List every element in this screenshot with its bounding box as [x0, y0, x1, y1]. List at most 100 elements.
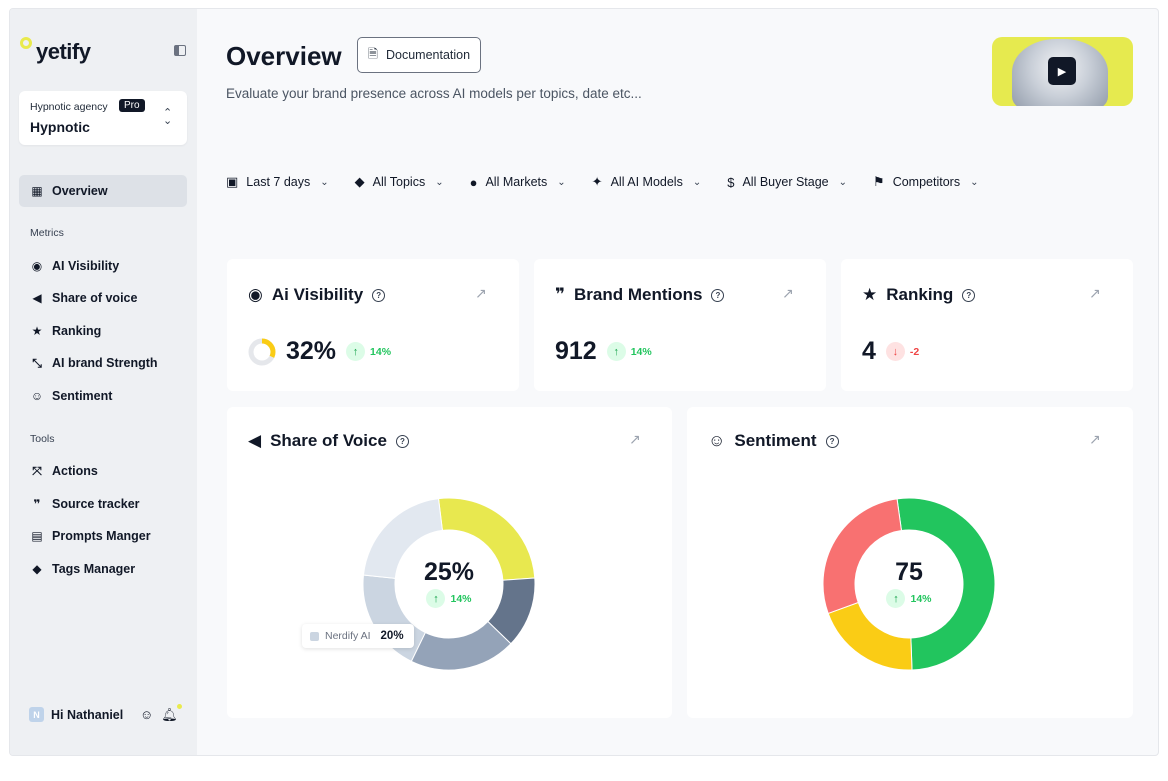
help-icon[interactable]: ?: [825, 434, 839, 448]
donut-segment[interactable]: [822, 498, 903, 615]
chevron-down-icon: ⌄: [557, 176, 566, 188]
donut-value: 75: [895, 558, 923, 586]
avatar: N: [29, 707, 44, 722]
documentation-button[interactable]: 🗎︎ Documentation: [357, 37, 481, 73]
tag-icon: ◆: [32, 562, 42, 576]
sidebar-item-source-tracker[interactable]: ❞ Source tracker: [19, 488, 187, 520]
delta-value: 14%: [370, 345, 392, 358]
sidebar: yetify Hypnotic agency Pro Hypnotic ⌃ ⌄ ▦…: [10, 9, 197, 755]
globe-icon: ●: [469, 174, 478, 190]
sidebar-item-prompts-manager[interactable]: ▤ Prompts Manger: [19, 520, 187, 552]
document-icon: 🗎︎: [367, 46, 378, 61]
filter-label: Last 7 days: [246, 175, 311, 189]
tag-icon: ◆: [354, 174, 365, 189]
sidebar-item-actions[interactable]: ⤧ Actions: [19, 455, 187, 487]
chart-tooltip: Nerdify AI 20%: [302, 624, 414, 648]
card-header: ❞ Brand Mentions ?: [555, 285, 725, 305]
donut-center: 75 ↑ 14%: [859, 558, 959, 608]
card-share-of-voice[interactable]: ◀ Share of Voice ? ↗ 25% ↑ 14% Nerdify A…: [227, 407, 672, 718]
donut-center: 25% ↑ 14%: [399, 558, 499, 608]
arrow-up-icon: ↑: [886, 589, 906, 608]
bell-icon[interactable]: 🔔︎: [161, 704, 182, 722]
card-header: ◉ Ai Visibility ?: [248, 285, 386, 305]
logo-text: yetify: [36, 39, 91, 64]
megaphone-icon: ◀: [32, 291, 42, 305]
filter-label: Competitors: [892, 175, 961, 189]
card-title: Brand Mentions: [573, 285, 703, 304]
logo[interactable]: yetify: [20, 37, 91, 65]
chevron-down-icon: ⌄: [692, 176, 702, 188]
quote-icon: ❞: [555, 285, 565, 304]
smile-icon: ☺: [30, 389, 44, 403]
sidebar-item-sentiment[interactable]: ☺ Sentiment: [19, 380, 187, 412]
workspace-name: Hypnotic: [30, 119, 90, 135]
sidebar-item-overview[interactable]: ▦ Overview: [19, 175, 187, 207]
expand-arrow-icon[interactable]: ↗: [1089, 285, 1101, 301]
filter-topics[interactable]: ◆ All Topics ⌄: [355, 174, 444, 190]
sidebar-toggle-icon[interactable]: [174, 45, 186, 56]
expand-arrow-icon[interactable]: ↗: [629, 431, 641, 447]
progress-ring: [248, 338, 276, 365]
user-profile[interactable]: N Hi Nathaniel: [29, 707, 123, 722]
card-sentiment[interactable]: ☺ Sentiment ? ↗ 75 ↑ 14%: [687, 407, 1133, 718]
tooltip-value: 20%: [380, 630, 404, 642]
metric-value: 4: [862, 337, 876, 365]
layout-icon: ▦: [31, 184, 43, 198]
help-icon[interactable]: ?: [962, 288, 976, 302]
filter-markets[interactable]: ● All Markets ⌄: [470, 174, 566, 190]
page-subtitle: Evaluate your brand presence across AI m…: [226, 86, 642, 101]
card-brand-mentions[interactable]: ❞ Brand Mentions ? ↗ 912 ↑ 14%: [534, 259, 826, 391]
filter-buyer-stage[interactable]: $ All Buyer Stage ⌄: [727, 174, 847, 190]
help-icon[interactable]: ?: [395, 434, 409, 448]
filter-date[interactable]: ▣ Last 7 days ⌄: [226, 174, 329, 190]
smile-icon: ☺: [708, 431, 726, 450]
delta-value: 14%: [450, 592, 472, 605]
logo-mark-icon: [20, 37, 32, 49]
card-header: ☺ Sentiment ?: [708, 431, 839, 451]
page-title: Overview: [226, 41, 342, 71]
arrow-up-icon: ↑: [606, 342, 626, 361]
arrow-down-icon: ↓: [885, 342, 905, 361]
metric-row: 912 ↑ 14%: [555, 337, 652, 366]
user-greeting: Hi Nathaniel: [51, 707, 124, 722]
donut-segment[interactable]: [896, 497, 996, 671]
chevron-down-icon: ⌄: [838, 176, 848, 188]
app-window: yetify Hypnotic agency Pro Hypnotic ⌃ ⌄ ▦…: [9, 8, 1159, 756]
donut-segment[interactable]: [410, 620, 512, 671]
sidebar-item-share-of-voice[interactable]: ◀ Share of voice: [19, 282, 187, 314]
play-icon[interactable]: ▶: [1048, 57, 1076, 85]
delta-value: -2: [909, 345, 920, 358]
metric-row: 4 ↓ -2: [862, 337, 919, 366]
card-ai-visibility[interactable]: ◉ Ai Visibility ? ↗ 32% ↑ 14%: [227, 259, 519, 391]
sentiment-donut[interactable]: [821, 496, 997, 672]
donut-segment[interactable]: [362, 498, 443, 579]
expand-arrow-icon[interactable]: ↗: [475, 285, 487, 301]
expand-arrow-icon[interactable]: ↗: [782, 285, 794, 301]
sidebar-item-ai-brand-strength[interactable]: ⤡ AI brand Strength: [19, 347, 187, 379]
chevron-down-icon: ⌄: [435, 176, 444, 188]
workspace-agency: Hypnotic agency: [30, 101, 108, 113]
plan-badge: Pro: [119, 99, 145, 112]
metric-value: 912: [555, 337, 597, 365]
metrics-section-title: Metrics: [30, 227, 64, 239]
expand-arrow-icon[interactable]: ↗: [1089, 431, 1101, 447]
sidebar-item-label: Source tracker: [52, 497, 140, 511]
delta-value: 14%: [630, 345, 652, 358]
sidebar-item-tags-manager[interactable]: ◆ Tags Manager: [19, 553, 187, 585]
video-thumbnail[interactable]: ▶: [992, 37, 1133, 106]
help-icon[interactable]: ?: [711, 288, 725, 302]
workspace-switcher[interactable]: Hypnotic agency Pro Hypnotic ⌃ ⌄: [19, 91, 187, 145]
smile-icon[interactable]: ☺: [140, 707, 154, 722]
delta-badge: ↑ 14%: [606, 342, 652, 361]
dumbbell-icon: ⤡: [32, 355, 42, 370]
sidebar-item-ai-visibility[interactable]: ◉ AI Visibility: [19, 250, 187, 282]
card-ranking[interactable]: ★ Ranking ? ↗ 4 ↓ -2: [841, 259, 1133, 391]
megaphone-icon: ◀: [248, 431, 262, 450]
filter-competitors[interactable]: ⚑ Competitors ⌄: [873, 174, 978, 190]
tooltip-label: Nerdify AI: [325, 630, 371, 642]
card-header: ◀ Share of Voice ?: [248, 431, 409, 451]
donut-segment[interactable]: [827, 601, 913, 671]
filter-ai-models[interactable]: ✦ All AI Models ⌄: [592, 174, 702, 190]
sidebar-item-ranking[interactable]: ★ Ranking: [19, 315, 187, 347]
help-icon[interactable]: ?: [372, 288, 386, 302]
